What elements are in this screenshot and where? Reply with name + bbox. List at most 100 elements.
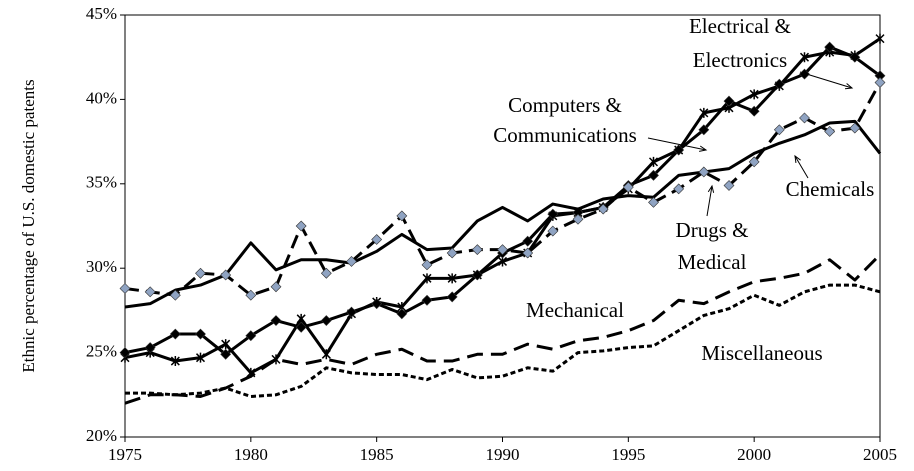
y-tick-label: 35%: [86, 173, 117, 192]
point-marker: [874, 77, 886, 88]
point-marker: [547, 225, 559, 237]
point-marker: [119, 347, 131, 359]
arrow-head: [699, 145, 708, 152]
point-marker: [522, 247, 534, 259]
point-marker: [270, 281, 282, 293]
point-marker: [169, 289, 181, 301]
point-marker: [875, 33, 885, 44]
y-tick-label: 40%: [86, 88, 117, 107]
point-marker: [748, 156, 760, 168]
series-annotation: Electronics: [693, 48, 787, 72]
annotation-arrow: [794, 155, 809, 179]
point-marker: [723, 180, 735, 191]
series-line: [124, 253, 882, 405]
point-marker: [321, 349, 331, 360]
point-marker: [320, 315, 332, 326]
point-marker: [773, 124, 785, 136]
point-marker: [295, 220, 307, 232]
y-tick-label: 20%: [86, 426, 117, 445]
point-marker: [270, 315, 282, 326]
point-marker: [799, 68, 810, 80]
point-marker: [119, 283, 131, 294]
point-marker: [245, 330, 257, 342]
point-marker: [220, 269, 232, 281]
point-marker: [221, 339, 231, 350]
x-tick-label: 1995: [611, 445, 645, 464]
point-marker: [698, 124, 710, 136]
point-marker: [446, 247, 458, 259]
y-axis-label: Ethnic percentage of U.S. domestic paten…: [19, 79, 38, 372]
x-tick-label: 1990: [486, 445, 520, 464]
point-marker: [371, 234, 383, 245]
point-marker: [648, 196, 659, 208]
point-marker: [547, 208, 559, 220]
point-marker: [799, 112, 810, 124]
x-tick-label: 2000: [737, 445, 771, 464]
point-marker: [799, 52, 810, 63]
point-marker: [648, 169, 659, 181]
point-marker: [471, 269, 483, 281]
point-marker: [698, 166, 710, 178]
series-annotation: Drugs &: [676, 218, 749, 242]
point-marker: [522, 235, 534, 247]
point-marker: [422, 273, 432, 284]
point-marker: [447, 273, 457, 284]
point-marker: [195, 328, 206, 340]
point-marker: [346, 306, 357, 318]
series-annotation: Communications: [493, 123, 637, 147]
point-marker: [144, 342, 156, 353]
series-annotation: Chemicals: [786, 177, 875, 201]
point-marker: [699, 107, 709, 118]
x-tick-label: 1985: [360, 445, 394, 464]
plot-frame: [124, 14, 881, 438]
point-marker: [421, 259, 433, 271]
series-annotation: Mechanical: [526, 298, 624, 322]
series-annotation: Miscellaneous: [701, 341, 822, 365]
point-marker: [749, 89, 759, 100]
arrow-head: [794, 154, 801, 164]
point-marker: [773, 78, 785, 90]
arrow-head: [707, 184, 715, 193]
series-annotation: Medical: [678, 250, 747, 274]
point-marker: [648, 156, 659, 167]
point-marker: [446, 291, 458, 303]
point-marker: [849, 122, 861, 134]
point-marker: [220, 348, 232, 360]
point-marker: [849, 51, 861, 63]
point-marker: [295, 321, 307, 333]
point-marker: [673, 183, 685, 195]
point-marker: [497, 244, 508, 256]
series-annotation: Computers &: [508, 93, 622, 117]
point-marker: [170, 356, 180, 367]
point-marker: [396, 210, 408, 222]
point-marker: [195, 352, 206, 363]
point-marker: [320, 267, 332, 279]
y-tick-label: 45%: [86, 4, 117, 23]
series-line: [124, 37, 881, 375]
point-marker: [346, 256, 357, 267]
point-marker: [622, 181, 634, 193]
series-annotation: Electrical &: [689, 14, 791, 38]
point-marker: [748, 105, 760, 117]
point-marker: [169, 328, 181, 340]
x-tick-label: 2005: [863, 445, 897, 464]
series-line: [124, 119, 882, 309]
point-marker: [371, 298, 383, 310]
point-marker: [824, 126, 836, 137]
annotation-arrow: [647, 137, 707, 151]
point-marker: [673, 144, 685, 156]
arrow-head: [844, 83, 854, 90]
series-line: [124, 45, 881, 356]
point-marker: [144, 286, 156, 298]
point-marker: [421, 294, 433, 306]
y-tick-label: 30%: [86, 257, 117, 276]
point-marker: [245, 289, 257, 301]
point-marker: [471, 244, 483, 256]
x-tick-label: 1980: [234, 445, 268, 464]
point-marker: [195, 267, 206, 279]
point-marker: [572, 213, 584, 225]
point-marker: [723, 95, 735, 107]
point-marker: [824, 41, 836, 53]
x-tick-label: 1975: [108, 445, 142, 464]
